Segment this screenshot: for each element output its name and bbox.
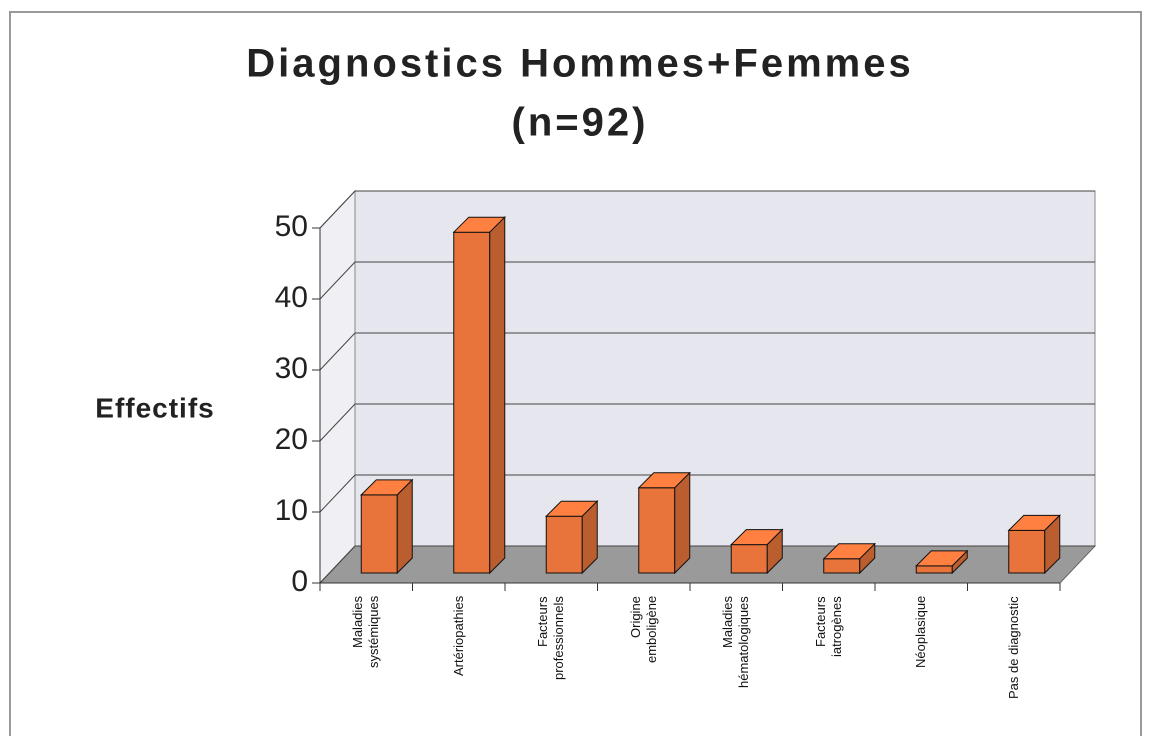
x-tick-label: Néoplasique [913,596,929,669]
bar [915,565,953,574]
grid-line [319,261,1095,300]
bar [360,494,398,574]
bar [823,558,861,574]
bar-side [766,528,783,575]
grid-line [319,190,1095,229]
chart-subtitle: (n=92) [512,101,649,145]
grid-line [319,403,1095,442]
bar [453,231,491,574]
x-tick-label: Artériopathies [450,596,466,677]
y-tick-label: 0 [291,565,308,598]
bar-side [581,499,598,575]
y-tick-label: 20 [275,423,308,456]
grid-line [319,474,1095,513]
grid-line [319,332,1095,371]
bar-side [1044,514,1061,575]
bar-side [674,471,691,575]
y-tick-label: 10 [275,494,308,527]
side-wall [319,189,356,585]
bar [1008,529,1046,574]
bar-side [859,542,876,575]
bar [730,544,768,574]
y-tick-label: 40 [275,281,308,314]
floor [318,545,1097,584]
x-tick-label: Facteurs iatrogènes [812,596,844,657]
x-tick-label: Maladies hématologiques [720,596,752,688]
bar [545,515,583,574]
x-tick-label: Maladies systémiques [350,596,382,669]
bar [638,487,676,574]
bar-side [396,478,413,575]
x-tick-label: Pas de diagnostic [1005,596,1021,699]
bar-side [951,549,968,575]
y-axis-label: Effectifs [95,392,214,423]
y-tick-label: 30 [275,352,308,385]
x-tick-label: Facteurs professionnels [535,596,567,680]
chart-title: Diagnostics Hommes+Femmes [246,42,913,86]
y-tick-label: 50 [275,210,308,243]
x-tick-label: Origine emboligène [627,596,659,664]
bar-side [489,215,506,575]
